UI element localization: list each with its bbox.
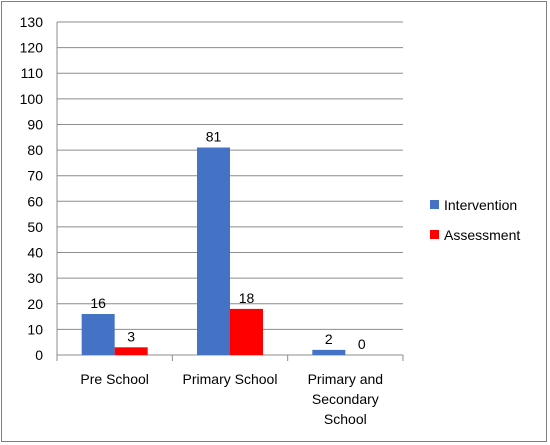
- bar-assessment: [114, 347, 148, 355]
- x-category-label: Primary School: [183, 371, 278, 387]
- x-category-label: Pre School: [80, 371, 148, 387]
- y-tick-label: 0: [35, 347, 43, 363]
- x-category-label: Primary and Secondary School: [308, 371, 383, 427]
- data-label: 18: [239, 290, 255, 306]
- legend-label: Intervention: [444, 197, 517, 213]
- y-tick-label: 70: [27, 168, 43, 184]
- data-label: 2: [325, 331, 333, 347]
- legend-label: Assessment: [444, 227, 520, 243]
- data-label: 0: [358, 336, 366, 352]
- y-tick-label: 80: [27, 142, 43, 158]
- y-tick-label: 130: [20, 14, 44, 30]
- y-tick-label: 100: [20, 91, 44, 107]
- y-tick-label: 110: [21, 65, 44, 81]
- bar-assessment: [230, 308, 263, 355]
- bar-intervention: [312, 349, 346, 355]
- y-tick-label: 50: [27, 219, 43, 235]
- bar-intervention: [81, 314, 115, 355]
- y-tick-label: 60: [27, 193, 43, 209]
- y-tick-label: 10: [27, 321, 43, 337]
- legend-swatch: [430, 230, 439, 239]
- y-tick-label: 20: [27, 296, 43, 312]
- legend-swatch: [430, 200, 439, 209]
- y-tick-label: 90: [27, 116, 43, 132]
- y-tick-label: 40: [27, 245, 43, 261]
- bar-intervention: [197, 147, 230, 355]
- y-tick-label: 120: [20, 40, 44, 56]
- data-label: 16: [90, 295, 106, 311]
- data-label: 81: [206, 129, 222, 145]
- y-tick-label: 30: [27, 270, 43, 286]
- data-label: 3: [127, 328, 135, 344]
